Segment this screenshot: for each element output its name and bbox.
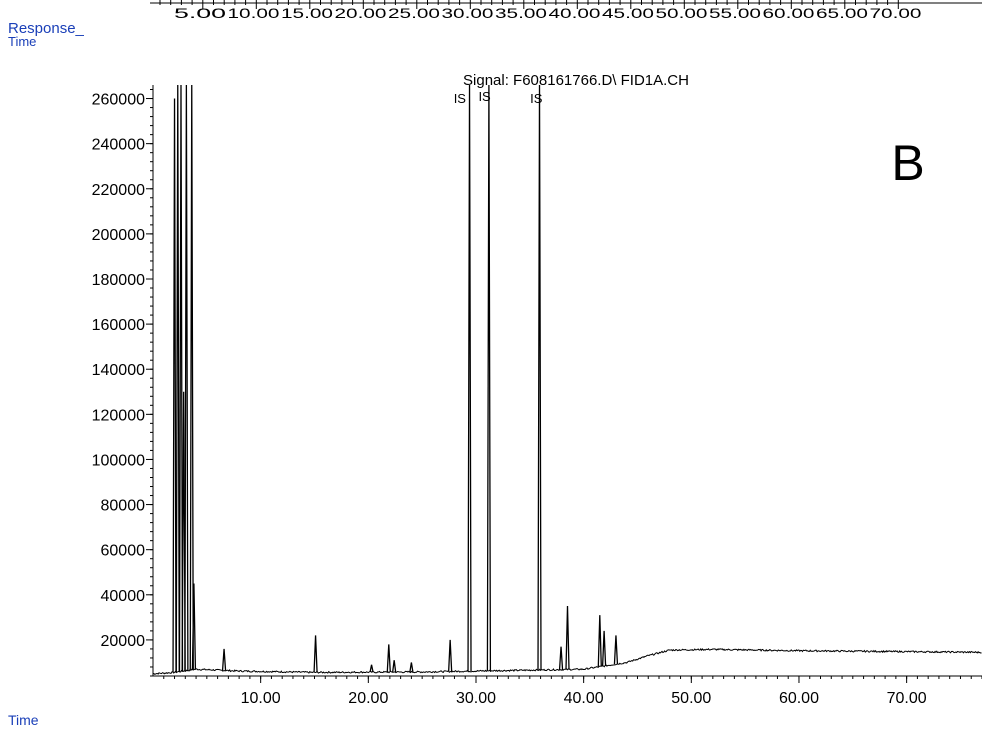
peak xyxy=(409,662,414,673)
peak xyxy=(486,84,492,671)
response-label: Response_ xyxy=(8,20,84,37)
top-tick-label: 60.00 xyxy=(763,5,815,21)
y-tick-label: 120000 xyxy=(92,407,145,424)
peak xyxy=(221,648,227,671)
top-tick-label: 35.00 xyxy=(495,5,547,21)
peak xyxy=(601,630,607,667)
chart-title: Signal: F608161766.D\ FID1A.CH xyxy=(463,72,689,89)
y-tick-label: 200000 xyxy=(92,227,145,244)
top-tick-label: 40.00 xyxy=(549,5,601,21)
x-tick-label: 60.00 xyxy=(779,690,819,707)
y-tick-label: 260000 xyxy=(92,92,145,109)
top-tick-label: 30.00 xyxy=(442,5,494,21)
y-tick-label: 220000 xyxy=(92,182,145,199)
peak xyxy=(175,84,180,672)
is-annotation: IS xyxy=(478,89,491,104)
y-tick-label: 40000 xyxy=(101,588,146,605)
peak xyxy=(184,84,189,671)
top-tick-label: 70.00 xyxy=(870,5,922,21)
peak xyxy=(597,615,602,667)
peak xyxy=(565,606,570,670)
y-axis: 20000 40000 60000 80000 100000 120000 140000 16… xyxy=(92,85,154,677)
top-tick-label: 65.00 xyxy=(816,5,868,21)
peak xyxy=(189,84,194,670)
y-tick-label: 20000 xyxy=(101,633,146,650)
y-tick-label: 180000 xyxy=(92,272,145,289)
top-tick-label: 15.00 xyxy=(281,5,333,21)
peak xyxy=(467,84,472,672)
top-tick-label: 50.00 xyxy=(656,5,708,21)
y-tick-label: 240000 xyxy=(92,137,145,154)
top-tick-label: 10.00 xyxy=(228,5,280,21)
peak xyxy=(392,660,397,673)
response-sub-label: Time xyxy=(8,34,37,49)
x-tick-label: 10.00 xyxy=(241,690,281,707)
peak xyxy=(178,84,184,672)
peak xyxy=(447,639,453,672)
peak xyxy=(537,84,542,670)
y-tick-label: 80000 xyxy=(101,498,146,515)
x-tick-label: 20.00 xyxy=(348,690,388,707)
top-tick-label: 25.00 xyxy=(388,5,440,21)
x-tick-label: 50.00 xyxy=(671,690,711,707)
peak xyxy=(172,98,177,673)
plot-area xyxy=(152,84,982,675)
is-annotation: IS xyxy=(454,91,467,106)
peak xyxy=(386,644,391,673)
peak xyxy=(191,583,197,670)
top-tick-label: 20.00 xyxy=(335,5,387,21)
top-tick-label: 45.00 xyxy=(602,5,654,21)
top-time-axis: 5.00 10.00 15.00 20.00 25.00 30.00 35.00 40.00 4… xyxy=(150,0,982,21)
x-axis: 10.00 20.00 30.00 40.00 50.00 60.00 70.00 xyxy=(153,675,982,707)
x-tick-label: 30.00 xyxy=(456,690,496,707)
peak xyxy=(369,664,374,673)
x-axis-label: Time xyxy=(8,712,39,728)
x-tick-label: 70.00 xyxy=(887,690,927,707)
top-tick-label: 55.00 xyxy=(709,5,761,21)
y-tick-label: 160000 xyxy=(92,317,145,334)
panel-label: B xyxy=(891,135,924,191)
baseline-trace xyxy=(152,647,982,675)
y-tick-label: 140000 xyxy=(92,362,145,379)
peak-annotations: IS IS IS xyxy=(454,89,543,106)
peak xyxy=(613,635,619,665)
y-tick-label: 100000 xyxy=(92,452,145,469)
is-annotation: IS xyxy=(530,91,543,106)
y-tick-label: 60000 xyxy=(101,543,146,560)
top-tick-label: 5.00 xyxy=(174,5,226,21)
peak xyxy=(558,646,564,670)
x-tick-label: 40.00 xyxy=(564,690,604,707)
y-axis-label: Response_ Time xyxy=(8,20,84,49)
peak xyxy=(313,635,318,673)
